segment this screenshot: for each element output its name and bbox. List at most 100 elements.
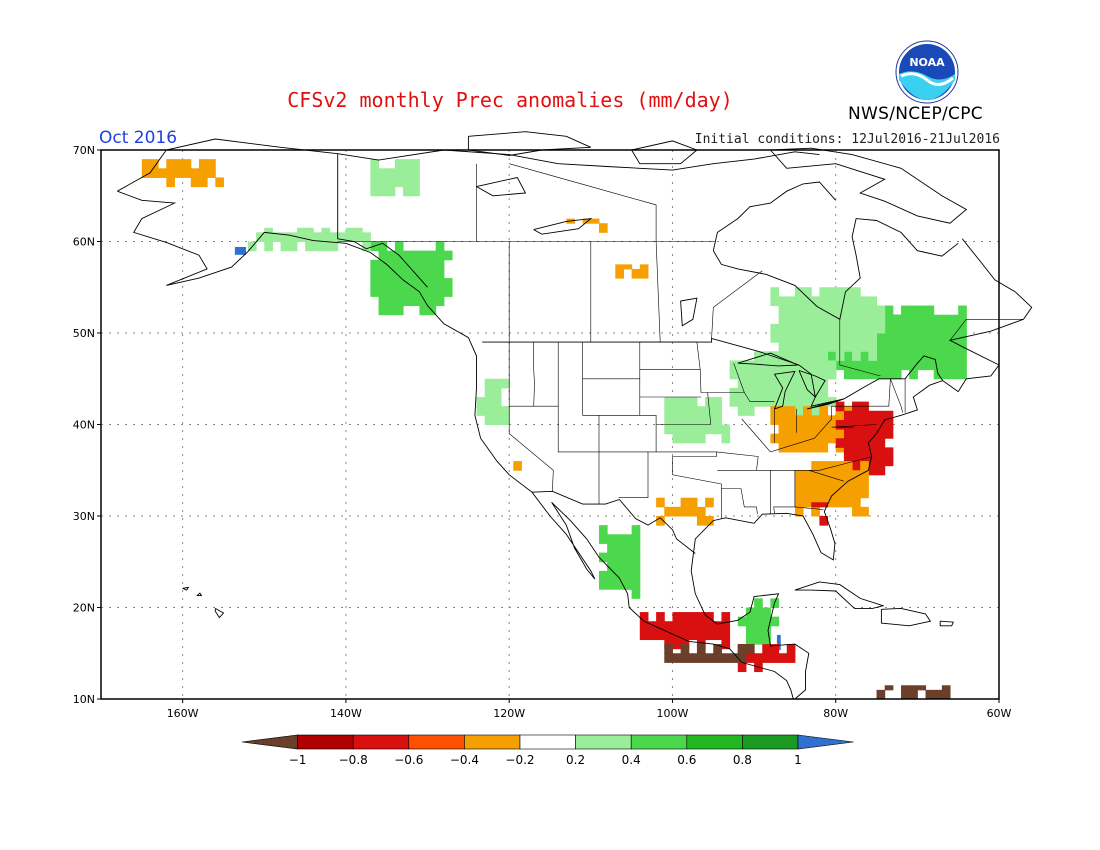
anomaly-cell [680,424,690,435]
anomaly-cell [835,497,845,508]
anomaly-cell [207,159,216,169]
anomaly-cell [664,653,673,663]
anomaly-region [876,685,951,700]
anomaly-cell [680,621,690,631]
anomaly-cell [803,351,812,361]
state-border [831,378,891,407]
coastline-segment [680,297,698,327]
anomaly-cell [909,351,918,361]
anomaly-cell [941,314,951,325]
anomaly-cell [827,415,837,425]
anomaly-cell [745,406,755,416]
anomaly-cell [917,323,927,334]
anomaly-cell [868,456,878,467]
anomaly-cell [582,218,592,224]
anomaly-cell [680,433,690,444]
anomaly-cell [770,644,780,654]
anomaly-cell [378,186,388,197]
anomaly-cell [623,543,633,554]
anomaly-cell [631,580,641,590]
anomaly-cell [280,241,290,252]
anomaly-cell [607,580,616,590]
anomaly-region [513,461,522,471]
anomaly-cell [811,369,820,380]
anomaly-cell [394,177,404,188]
anomaly-cell [378,250,388,261]
anomaly-cell [705,612,714,622]
anomaly-cell [770,287,780,297]
anomaly-cell [403,159,412,169]
anomaly-cell [803,369,812,380]
anomaly-cell [852,456,861,467]
anomaly-cell [378,168,388,178]
anomaly-cell [696,630,706,641]
anomaly-cell [794,305,804,316]
anomaly-cell [868,296,878,307]
anomaly-cell [198,177,208,188]
anomaly-cell [770,296,780,307]
anomaly-cell [411,287,420,297]
anomaly-cell [623,580,633,590]
anomaly-cell [696,433,706,444]
anomaly-cell [688,630,698,641]
anomaly-cell [860,360,869,371]
anomaly-cell [819,502,829,508]
anomaly-cell [917,342,927,352]
anomaly-cell [770,653,780,663]
anomaly-cell [925,323,935,334]
anomaly-cell [696,644,706,654]
anomaly-cell [745,369,755,380]
anomaly-cell [403,287,412,297]
anomaly-cell [149,168,159,178]
anomaly-cell [876,456,886,467]
longitude-labels: 160W 140W 120W 100W 80W 60W [167,699,1012,720]
anomaly-cell [852,419,861,430]
anomaly-cell [778,351,788,361]
anomaly-cell [598,552,608,563]
anomaly-cell [721,639,731,650]
anomaly-cell [884,685,894,691]
anomaly-cell [639,612,649,622]
province-border [509,163,657,242]
state-border [831,424,877,428]
coastline-segment [117,138,820,192]
anomaly-cell [852,438,861,448]
anomaly-cell [296,227,306,233]
anomaly-cell [770,397,780,407]
anomaly-cell [688,433,698,444]
anomaly-cell [615,534,624,544]
anomaly-cell [639,264,649,270]
anomaly-cell [884,351,894,361]
anomaly-cell [778,296,788,307]
anomaly-cell [647,621,657,631]
anomaly-cell [958,323,967,334]
anomaly-cell [688,506,698,517]
anomaly-cell [909,689,918,700]
anomaly-cell [852,479,861,490]
anomaly-cell [776,634,781,641]
anomaly-cell [370,259,380,270]
anomaly-cell [705,415,714,425]
state-border [794,506,824,510]
colorbar-cell [575,734,632,750]
anomaly-cell [141,159,151,169]
anomaly-cell [476,406,486,416]
anomaly-cell [476,397,486,407]
colorbar-label: −0.6 [394,753,423,767]
anomaly-cell [737,616,747,627]
anomaly-cell [419,250,429,261]
lon-tick-label: 140W [330,707,362,720]
anomaly-cell [786,305,796,316]
anomaly-cell [843,447,853,458]
anomaly-cell [386,250,396,261]
anomaly-cell [819,287,829,297]
anomaly-cell [811,415,820,425]
anomaly-cell [786,378,796,389]
anomaly-cell [852,333,861,343]
anomaly-cell [149,159,159,169]
anomaly-cell [288,232,298,242]
anomaly-cell [778,442,788,453]
anomaly-cell [370,268,380,279]
forecast-month: Oct 2016 [99,128,178,148]
anomaly-cell [623,552,633,563]
